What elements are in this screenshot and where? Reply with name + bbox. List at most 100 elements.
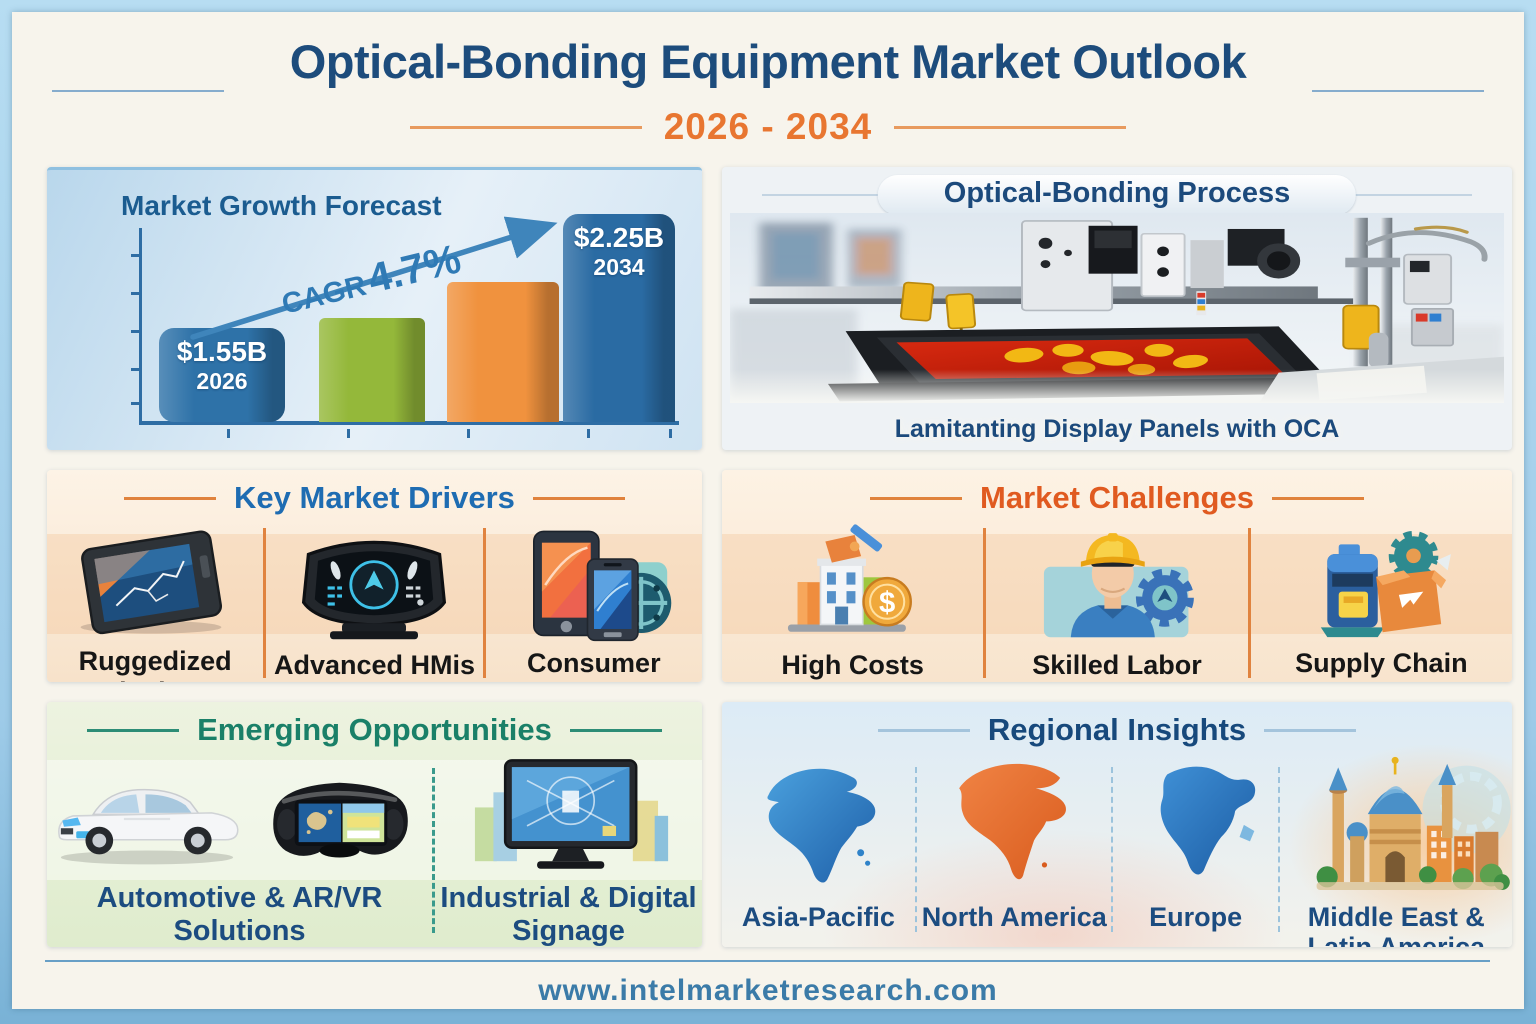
process-title-pill: Optical-Bonding Process bbox=[877, 175, 1357, 215]
north-america-map-icon bbox=[959, 763, 1067, 880]
process-title: Optical-Bonding Process bbox=[943, 177, 1291, 209]
right-dash bbox=[1271, 496, 1364, 500]
challenge-item: Supply Chain Issues bbox=[1251, 514, 1512, 682]
pill-left-line bbox=[762, 194, 892, 196]
y-axis-tick bbox=[131, 330, 141, 333]
opportunity-label: Automotive & AR/VR Solutions bbox=[96, 882, 383, 947]
bar-year-label: 2034 bbox=[593, 254, 645, 280]
challenges-title-row: Market Challenges bbox=[722, 480, 1512, 516]
y-axis-tick bbox=[131, 368, 141, 371]
pill-right-line bbox=[1342, 194, 1472, 196]
opportunities-title: Emerging Opportunities bbox=[197, 712, 552, 747]
driver-label: Ruggedized Displays bbox=[78, 646, 232, 682]
challenge-label: Skilled Labor Shortage bbox=[1032, 650, 1202, 682]
divider bbox=[914, 767, 918, 932]
y-axis-tick bbox=[131, 254, 141, 257]
canister-box-gear-icon bbox=[1321, 530, 1452, 638]
y-axis-tick bbox=[131, 292, 141, 295]
process-caption: Lamitanting Display Panels with OCA bbox=[894, 415, 1340, 443]
region-label: Europe bbox=[1149, 902, 1243, 932]
website-url: www.intelmarketresearch.com bbox=[538, 974, 998, 1007]
footer-divider bbox=[45, 960, 1490, 962]
divider bbox=[1247, 528, 1251, 678]
title-left-line bbox=[52, 90, 224, 92]
chart-axes bbox=[139, 228, 679, 425]
vehicle-hmi-cluster-icon bbox=[302, 540, 447, 640]
market-challenges-panel: Market Challenges bbox=[722, 470, 1512, 682]
regions-title-row: Regional Insights bbox=[722, 712, 1512, 748]
opportunities-title-row: Emerging Opportunities bbox=[47, 712, 702, 748]
right-dash bbox=[569, 728, 662, 732]
bar-value-label: $1.55B bbox=[176, 336, 268, 367]
region-item: North America bbox=[918, 746, 1111, 947]
forecast-title: Market Growth Forecast bbox=[121, 190, 442, 221]
bar-mid-2 bbox=[447, 282, 559, 422]
region-label: Asia-Pacific bbox=[741, 902, 895, 932]
smartphones-icon bbox=[532, 530, 672, 642]
bar-mid-1 bbox=[319, 318, 425, 422]
bonding-machine-photo bbox=[730, 213, 1504, 403]
bar-value-label: $2.25B bbox=[573, 222, 665, 253]
challenge-label: Supply Chain Issues bbox=[1295, 648, 1468, 682]
drivers-title: Key Market Drivers bbox=[234, 480, 515, 515]
driver-label: Consumer Electronics bbox=[521, 648, 667, 682]
subtitle-years: 2026 - 2034 bbox=[663, 106, 873, 147]
divider bbox=[432, 768, 435, 933]
emerging-opportunities-panel: Emerging Opportunities bbox=[47, 702, 702, 947]
x-axis-tick bbox=[347, 429, 350, 438]
left-dash bbox=[87, 728, 180, 732]
opportunity-item: Automotive & AR/VR Solutions bbox=[47, 746, 432, 947]
divider bbox=[482, 528, 486, 678]
driver-item: Consumer Electronics bbox=[486, 514, 702, 682]
driver-item: Ruggedized Displays bbox=[47, 514, 263, 682]
x-axis-tick bbox=[227, 429, 230, 438]
region-item: Europe bbox=[1114, 746, 1278, 947]
worker-hardhat-gear-icon bbox=[1043, 533, 1194, 638]
opportunity-label: Industrial & Digital Signage bbox=[440, 882, 697, 947]
challenge-label: High Costs bbox=[781, 650, 924, 680]
poster-canvas: Optical-Bonding Equipment Market Outlook… bbox=[12, 12, 1524, 1009]
region-label: North America bbox=[921, 902, 1107, 932]
driver-label: Advanced HMis bbox=[273, 650, 476, 680]
title-right-line bbox=[1312, 90, 1484, 92]
mosque-skyline-icon bbox=[1316, 756, 1512, 891]
bar-2026: $1.55B 2026 bbox=[159, 328, 285, 422]
bar-year-label: 2026 bbox=[196, 368, 248, 394]
region-item: Middle East & Latin America bbox=[1281, 746, 1512, 947]
region-label: Middle East & Latin America bbox=[1307, 902, 1486, 947]
regional-insights-panel: Regional Insights Asia-Pacific bbox=[722, 702, 1512, 947]
market-growth-forecast-panel: Market Growth Forecast $1.55B 2026 $2.25… bbox=[47, 167, 702, 450]
challenge-item: $ High Costs bbox=[722, 514, 983, 682]
region-item: Asia-Pacific bbox=[722, 746, 915, 947]
x-axis-tick bbox=[587, 429, 590, 438]
subtitle-left-dash bbox=[409, 125, 642, 129]
left-dash bbox=[877, 728, 970, 732]
white-car-icon bbox=[58, 788, 239, 865]
x-axis-tick bbox=[669, 429, 672, 438]
page-title: Optical-Bonding Equipment Market Outlook bbox=[289, 35, 1247, 88]
opportunity-item: Industrial & Digital Signage bbox=[435, 746, 702, 947]
asia-pacific-map-icon bbox=[767, 768, 876, 883]
vr-headset-icon bbox=[273, 782, 408, 858]
driver-item: Advanced HMis bbox=[266, 514, 482, 682]
challenges-title: Market Challenges bbox=[980, 480, 1254, 515]
x-axis-tick bbox=[467, 429, 470, 438]
digital-signage-monitor-icon bbox=[474, 759, 668, 869]
optical-bonding-process-panel: Optical-Bonding Process bbox=[722, 167, 1512, 450]
dollar-symbol: $ bbox=[879, 586, 895, 619]
europe-map-icon bbox=[1160, 766, 1255, 875]
divider bbox=[1110, 767, 1114, 932]
right-dash bbox=[1264, 728, 1357, 732]
building-dollar-icon: $ bbox=[787, 524, 912, 632]
regions-title: Regional Insights bbox=[987, 712, 1247, 747]
right-dash bbox=[532, 496, 625, 500]
challenge-item: Skilled Labor Shortage bbox=[986, 514, 1247, 682]
bar-2034: $2.25B 2034 bbox=[563, 214, 675, 422]
divider bbox=[1277, 767, 1281, 932]
y-axis-tick bbox=[131, 402, 141, 405]
left-dash bbox=[124, 496, 217, 500]
left-dash bbox=[870, 496, 963, 500]
divider bbox=[263, 528, 267, 678]
divider bbox=[983, 528, 987, 678]
